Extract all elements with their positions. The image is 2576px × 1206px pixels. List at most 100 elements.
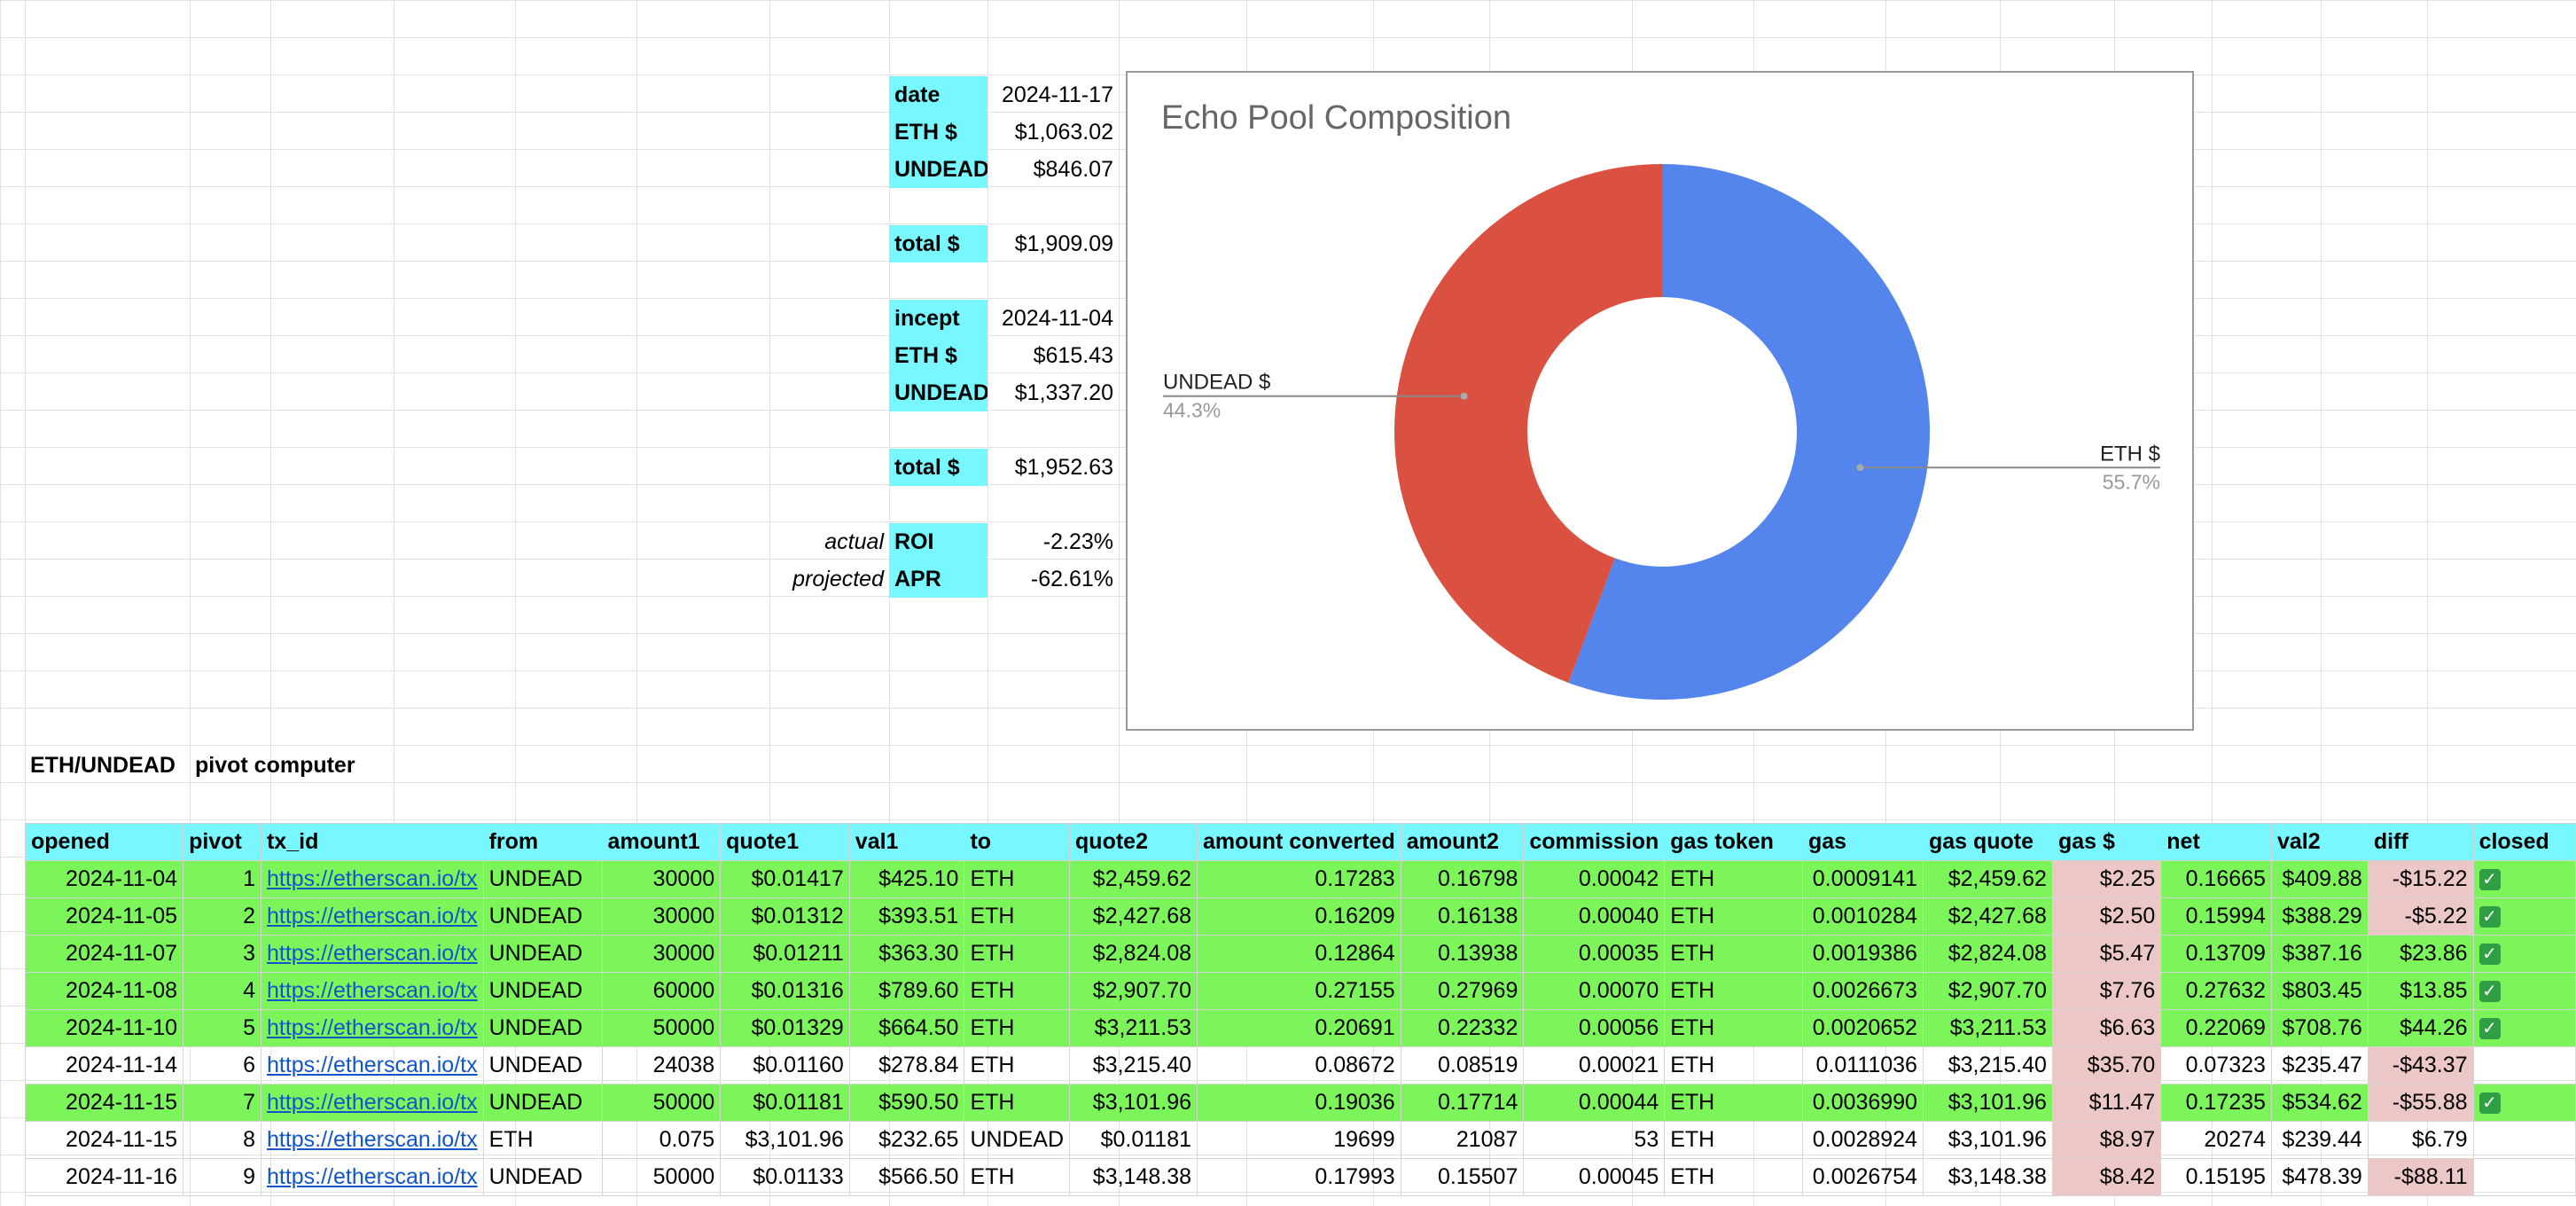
cell-gas-quote[interactable]: $2,427.68	[1922, 897, 2053, 936]
column-header-net[interactable]: net	[2160, 823, 2272, 861]
incept-total-label[interactable]: total $	[889, 449, 987, 486]
cell-quote2[interactable]: $2,824.08	[1069, 935, 1198, 973]
column-header-amount-converted[interactable]: amount converted	[1197, 823, 1401, 861]
cell-from[interactable]: UNDEAD	[482, 1158, 603, 1196]
cell-val2[interactable]: $478.39	[2270, 1158, 2369, 1196]
cell-val1[interactable]: $590.50	[848, 1084, 965, 1122]
cell-gas-[interactable]: $7.76	[2051, 972, 2162, 1010]
cell-gas-[interactable]: $8.97	[2051, 1121, 2162, 1159]
closed-cell[interactable]: ✓	[2472, 935, 2576, 973]
column-header-val2[interactable]: val2	[2270, 823, 2369, 861]
column-header-gas[interactable]: gas	[1801, 823, 1924, 861]
tx-link-cell[interactable]: https://etherscan.io/tx	[260, 1158, 484, 1196]
tx-link-cell[interactable]: https://etherscan.io/tx	[260, 860, 484, 898]
cell-gas-quote[interactable]: $3,101.96	[1922, 1121, 2053, 1159]
cell-net[interactable]: 0.27632	[2160, 972, 2272, 1010]
column-header-tx-id[interactable]: tx_id	[260, 823, 484, 861]
table-row[interactable]: 2024-11-07 3 https://etherscan.io/tx UNDEAD…	[24, 935, 2576, 973]
cell-amount1[interactable]: 50000	[601, 1158, 722, 1196]
cell-to[interactable]: ETH	[964, 897, 1071, 936]
cell-amount-converted[interactable]: 0.27155	[1197, 972, 1401, 1010]
cell-gas-token[interactable]: ETH	[1664, 1158, 1803, 1196]
cell-val1[interactable]: $278.84	[848, 1046, 965, 1085]
cell-gas-quote[interactable]: $3,101.96	[1922, 1084, 2053, 1122]
cell-quote2[interactable]: $2,907.70	[1069, 972, 1198, 1010]
cell-to[interactable]: UNDEAD	[964, 1121, 1071, 1159]
table-row[interactable]: 2024-11-15 7 https://etherscan.io/tx UNDEAD…	[24, 1084, 2576, 1122]
cell-val1[interactable]: $425.10	[848, 860, 965, 898]
incept-undead-label[interactable]: UNDEAD $	[889, 374, 987, 411]
cell-commission[interactable]: 0.00042	[1523, 860, 1666, 898]
cell-quote1[interactable]: $0.01133	[720, 1158, 850, 1196]
tx-link-cell[interactable]: https://etherscan.io/tx	[260, 897, 484, 936]
cell-to[interactable]: ETH	[964, 1046, 1071, 1085]
cell-amount2[interactable]: 21087	[1400, 1121, 1525, 1159]
cell-val1[interactable]: $363.30	[848, 935, 965, 973]
cell-opened[interactable]: 2024-11-16	[24, 1158, 184, 1196]
cell-amount1[interactable]: 24038	[601, 1046, 722, 1085]
cell-commission[interactable]: 0.00070	[1523, 972, 1666, 1010]
column-header-quote1[interactable]: quote1	[720, 823, 850, 861]
tx-link[interactable]: https://etherscan.io/tx	[266, 1053, 478, 1077]
cell-val1[interactable]: $664.50	[848, 1009, 965, 1047]
cell-gas-quote[interactable]: $2,459.62	[1922, 860, 2053, 898]
cell-to[interactable]: ETH	[964, 1084, 1071, 1122]
cell-quote2[interactable]: $3,211.53	[1069, 1009, 1198, 1047]
cell-amount1[interactable]: 60000	[601, 972, 722, 1010]
cell-amount-converted[interactable]: 0.17993	[1197, 1158, 1401, 1196]
section-title-pair[interactable]: ETH/UNDEAD	[30, 753, 176, 778]
cell-gas[interactable]: 0.0028924	[1801, 1121, 1924, 1159]
summary-date-value[interactable]: 2024-11-17	[1001, 82, 1113, 107]
cell-opened[interactable]: 2024-11-15	[24, 1084, 184, 1122]
column-header-gas-token[interactable]: gas token	[1664, 823, 1803, 861]
table-row[interactable]: 2024-11-15 8 https://etherscan.io/tx ETH 0.0…	[24, 1121, 2576, 1159]
cell-gas-token[interactable]: ETH	[1664, 860, 1803, 898]
table-row[interactable]: 2024-11-16 9 https://etherscan.io/tx UNDEAD…	[24, 1158, 2576, 1196]
cell-gas-token[interactable]: ETH	[1664, 1121, 1803, 1159]
cell-val2[interactable]: $387.16	[2270, 935, 2369, 973]
cell-amount-converted[interactable]: 0.08672	[1197, 1046, 1401, 1085]
cell-amount-converted[interactable]: 0.17283	[1197, 860, 1401, 898]
cell-val2[interactable]: $235.47	[2270, 1046, 2369, 1085]
closed-cell[interactable]	[2472, 1046, 2576, 1085]
cell-amount2[interactable]: 0.27969	[1400, 972, 1525, 1010]
cell-val2[interactable]: $239.44	[2270, 1121, 2369, 1159]
cell-to[interactable]: ETH	[964, 972, 1071, 1010]
cell-pivot[interactable]: 9	[183, 1158, 262, 1196]
closed-cell[interactable]	[2472, 1158, 2576, 1196]
tx-link-cell[interactable]: https://etherscan.io/tx	[260, 972, 484, 1010]
cell-commission[interactable]: 53	[1523, 1121, 1666, 1159]
cell-amount-converted[interactable]: 0.19036	[1197, 1084, 1401, 1122]
tx-link-cell[interactable]: https://etherscan.io/tx	[260, 1009, 484, 1047]
cell-opened[interactable]: 2024-11-08	[24, 972, 184, 1010]
table-row[interactable]: 2024-11-08 4 https://etherscan.io/tx UNDEAD…	[24, 972, 2576, 1010]
cell-gas-quote[interactable]: $2,824.08	[1922, 935, 2053, 973]
tx-link-cell[interactable]: https://etherscan.io/tx	[260, 1046, 484, 1085]
incept-total-value[interactable]: $1,952.63	[1014, 455, 1113, 480]
cell-pivot[interactable]: 4	[183, 972, 262, 1010]
cell-gas-quote[interactable]: $3,215.40	[1922, 1046, 2053, 1085]
cell-from[interactable]: UNDEAD	[482, 860, 603, 898]
cell-amount2[interactable]: 0.08519	[1400, 1046, 1525, 1085]
cell-quote2[interactable]: $2,459.62	[1069, 860, 1198, 898]
closed-cell[interactable]: ✓	[2472, 860, 2576, 898]
cell-commission[interactable]: 0.00021	[1523, 1046, 1666, 1085]
summary-total-value[interactable]: $1,909.09	[1014, 231, 1113, 256]
cell-diff[interactable]: $23.86	[2367, 935, 2474, 973]
cell-amount1[interactable]: 0.075	[601, 1121, 722, 1159]
cell-quote1[interactable]: $0.01312	[720, 897, 850, 936]
cell-gas-[interactable]: $2.50	[2051, 897, 2162, 936]
closed-cell[interactable]: ✓	[2472, 1009, 2576, 1047]
cell-amount1[interactable]: 30000	[601, 935, 722, 973]
cell-gas[interactable]: 0.0036990	[1801, 1084, 1924, 1122]
column-header-to[interactable]: to	[964, 823, 1071, 861]
cell-pivot[interactable]: 8	[183, 1121, 262, 1159]
roi-label[interactable]: ROI	[889, 523, 987, 560]
column-header-diff[interactable]: diff	[2367, 823, 2474, 861]
cell-commission[interactable]: 0.00040	[1523, 897, 1666, 936]
cell-diff[interactable]: $6.79	[2367, 1121, 2474, 1159]
cell-to[interactable]: ETH	[964, 935, 1071, 973]
cell-gas-[interactable]: $35.70	[2051, 1046, 2162, 1085]
cell-commission[interactable]: 0.00056	[1523, 1009, 1666, 1047]
column-header-amount1[interactable]: amount1	[601, 823, 722, 861]
